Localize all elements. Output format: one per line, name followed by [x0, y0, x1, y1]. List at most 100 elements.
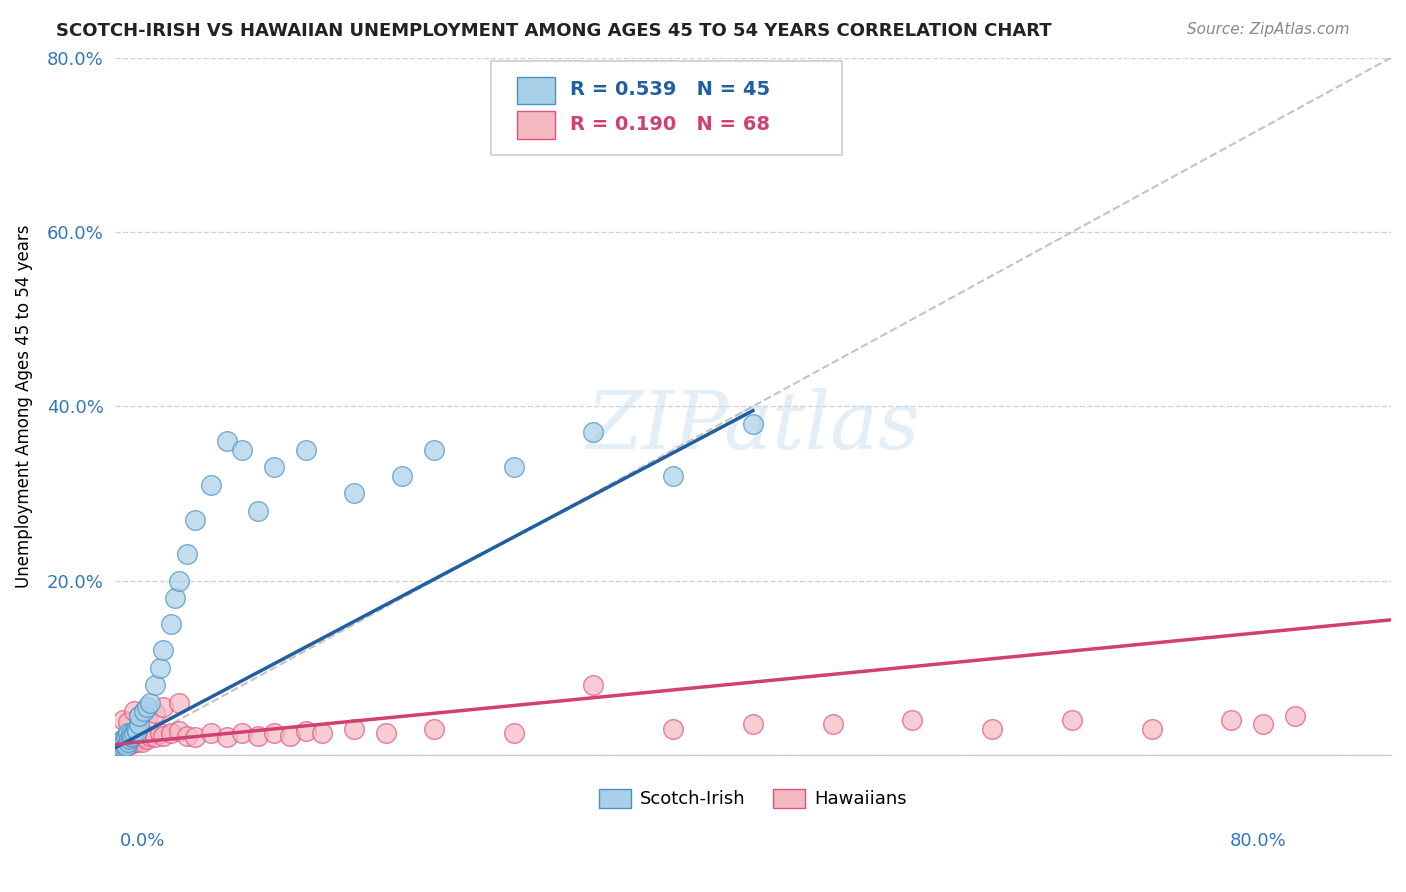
Point	[215, 731, 238, 745]
Point	[143, 706, 166, 720]
Point	[105, 739, 128, 754]
Point	[742, 717, 765, 731]
Point	[901, 713, 924, 727]
FancyBboxPatch shape	[491, 62, 842, 155]
Point	[132, 729, 155, 743]
Point	[122, 726, 145, 740]
Point	[343, 486, 366, 500]
Point	[295, 723, 318, 738]
Point	[117, 731, 139, 745]
Point	[502, 460, 524, 475]
Point	[375, 726, 398, 740]
Point	[662, 469, 685, 483]
Point	[107, 738, 129, 752]
Point	[129, 731, 152, 745]
Text: R = 0.190   N = 68: R = 0.190 N = 68	[571, 115, 770, 134]
Point	[159, 617, 181, 632]
Text: 80.0%: 80.0%	[1230, 831, 1286, 849]
Point	[1060, 713, 1083, 727]
Point	[115, 735, 138, 749]
Point	[215, 434, 238, 449]
Point	[200, 477, 222, 491]
Point	[117, 714, 139, 729]
Point	[176, 548, 198, 562]
Point	[110, 738, 132, 752]
Point	[111, 732, 134, 747]
Text: R = 0.539   N = 45: R = 0.539 N = 45	[571, 80, 770, 99]
Point	[111, 739, 134, 754]
Point	[108, 735, 131, 749]
Point	[1220, 713, 1243, 727]
Point	[183, 513, 205, 527]
Point	[502, 726, 524, 740]
Point	[111, 738, 134, 752]
Point	[167, 723, 190, 738]
Point	[132, 704, 155, 718]
Bar	[517, 77, 555, 104]
Point	[582, 678, 605, 692]
Point	[128, 708, 150, 723]
Point	[117, 735, 139, 749]
Point	[120, 726, 142, 740]
Point	[662, 722, 685, 736]
Point	[165, 591, 187, 605]
Point	[231, 726, 253, 740]
Point	[183, 731, 205, 745]
Text: SCOTCH-IRISH VS HAWAIIAN UNEMPLOYMENT AMONG AGES 45 TO 54 YEARS CORRELATION CHAR: SCOTCH-IRISH VS HAWAIIAN UNEMPLOYMENT AM…	[56, 22, 1052, 40]
Point	[152, 643, 174, 657]
Point	[124, 722, 146, 736]
Bar	[517, 112, 555, 139]
Point	[139, 729, 162, 743]
Point	[108, 735, 131, 749]
Point	[107, 739, 129, 754]
Point	[176, 729, 198, 743]
Legend: Scotch-Irish, Hawaiians: Scotch-Irish, Hawaiians	[592, 781, 914, 815]
Point	[122, 732, 145, 747]
Point	[167, 696, 190, 710]
Text: ZIPatlas: ZIPatlas	[586, 388, 920, 466]
Point	[120, 731, 142, 745]
Point	[1253, 717, 1275, 731]
Point	[117, 738, 139, 752]
Point	[107, 740, 129, 755]
Point	[128, 732, 150, 747]
Point	[200, 726, 222, 740]
Point	[105, 743, 128, 757]
Point	[821, 717, 844, 731]
Point	[108, 738, 131, 752]
Point	[135, 700, 157, 714]
Point	[148, 661, 170, 675]
Point	[263, 460, 285, 475]
Point	[118, 732, 141, 747]
Point	[143, 678, 166, 692]
Point	[1284, 708, 1306, 723]
Point	[127, 735, 149, 749]
Point	[143, 731, 166, 745]
Point	[120, 738, 142, 752]
Point	[1140, 722, 1163, 736]
Point	[231, 442, 253, 457]
Point	[263, 726, 285, 740]
Point	[131, 735, 153, 749]
Point	[423, 722, 446, 736]
Text: 0.0%: 0.0%	[120, 831, 165, 849]
Point	[111, 735, 134, 749]
Point	[152, 700, 174, 714]
Point	[115, 731, 138, 745]
Point	[343, 722, 366, 736]
Point	[148, 726, 170, 740]
Point	[117, 726, 139, 740]
Point	[295, 442, 318, 457]
Point	[128, 708, 150, 723]
Point	[114, 738, 136, 752]
Y-axis label: Unemployment Among Ages 45 to 54 years: Unemployment Among Ages 45 to 54 years	[15, 225, 32, 588]
Point	[114, 735, 136, 749]
Point	[981, 722, 1004, 736]
Point	[108, 739, 131, 754]
Point	[391, 469, 413, 483]
Point	[159, 726, 181, 740]
Point	[121, 735, 143, 749]
Point	[111, 713, 134, 727]
Point	[152, 729, 174, 743]
Point	[280, 729, 302, 743]
